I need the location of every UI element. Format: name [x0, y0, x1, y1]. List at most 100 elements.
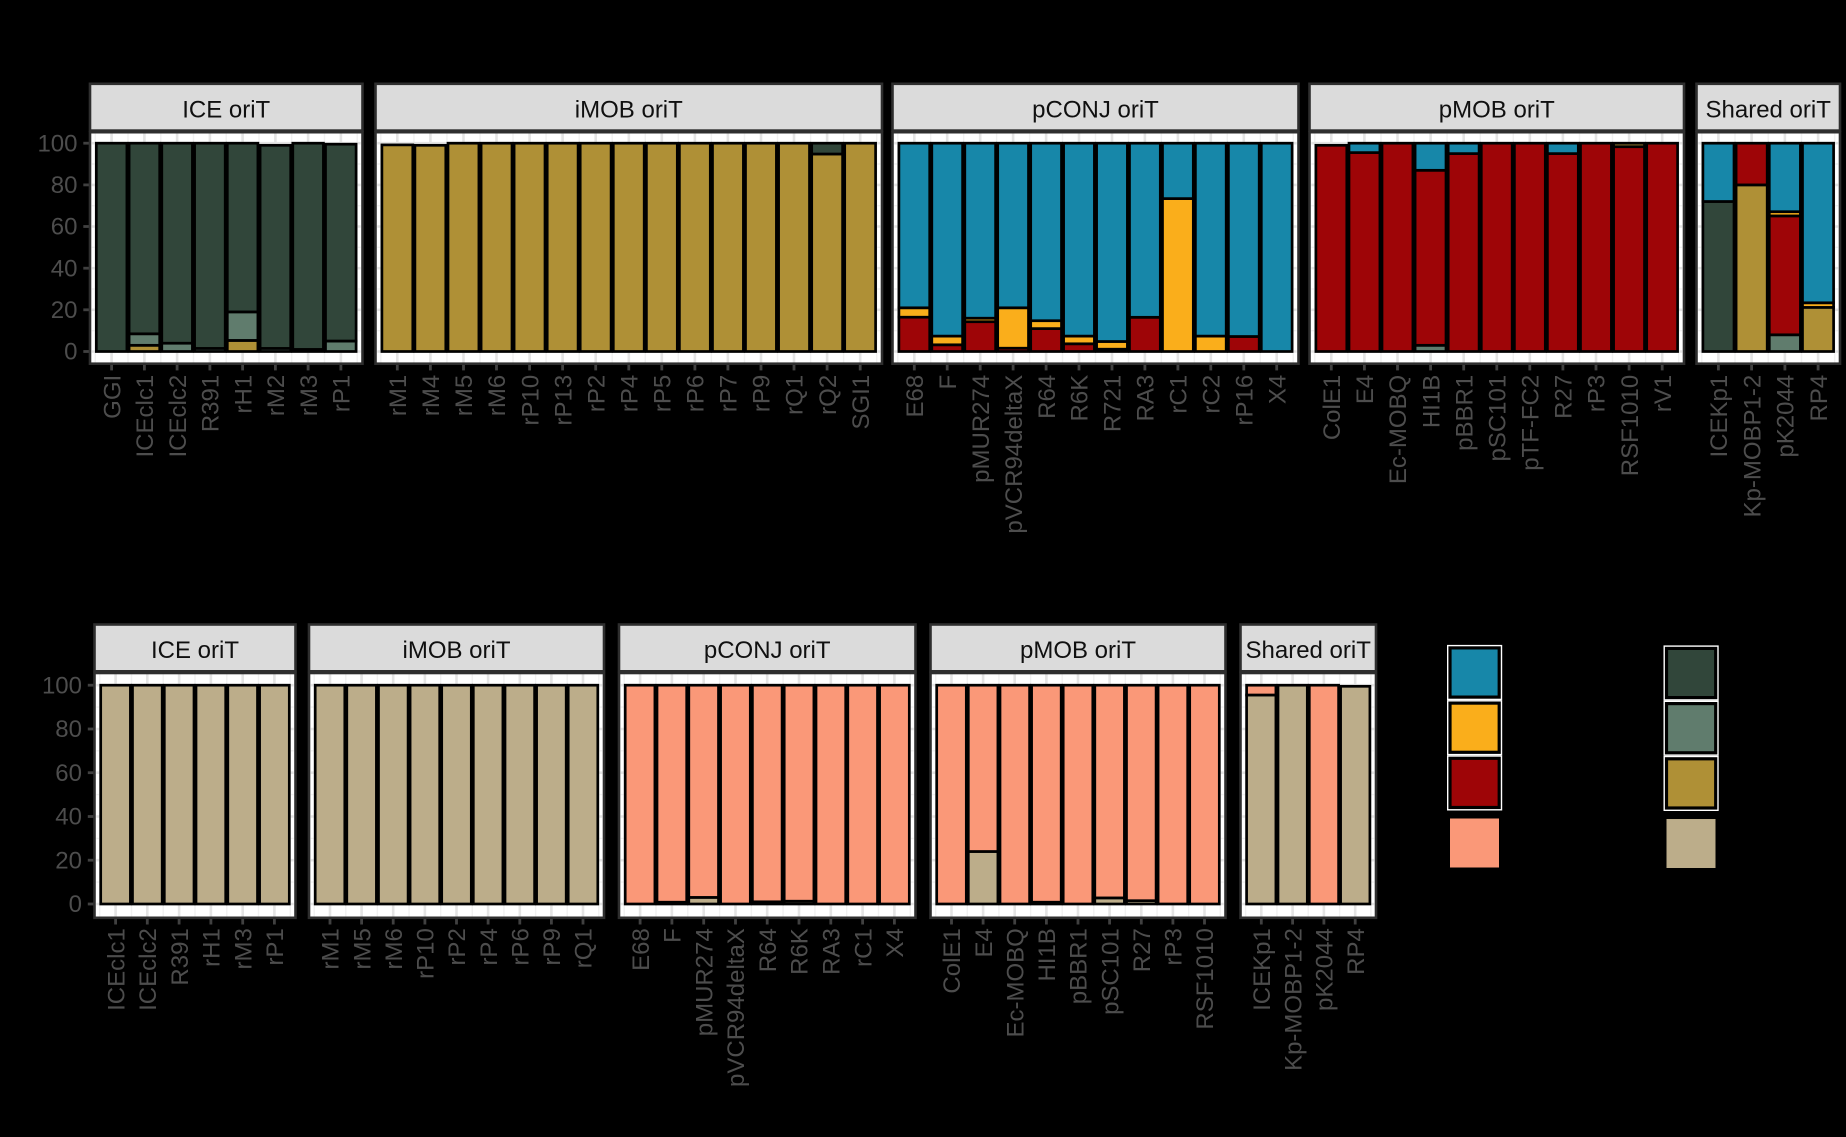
svg-text:ICE oriT: ICE oriT — [182, 97, 270, 124]
svg-text:rH1: rH1 — [199, 928, 226, 967]
svg-text:GGI: GGI — [99, 375, 126, 419]
svg-text:F: F — [660, 928, 687, 943]
svg-text:E4: E4 — [971, 928, 998, 957]
svg-text:RA3: RA3 — [819, 928, 846, 975]
svg-text:SGI1: SGI1 — [848, 375, 875, 430]
svg-text:rP2: rP2 — [583, 375, 610, 412]
svg-text:R6K: R6K — [1067, 375, 1094, 422]
svg-text:rP1: rP1 — [329, 375, 356, 412]
svg-text:20: 20 — [55, 847, 82, 874]
svg-text:rP4: rP4 — [617, 375, 644, 412]
svg-text:rM5: rM5 — [451, 375, 478, 416]
svg-text:rP6: rP6 — [508, 928, 535, 965]
svg-text:rM3: rM3 — [230, 928, 257, 969]
svg-text:rP5: rP5 — [650, 375, 677, 412]
svg-text:Ec-MOBQ: Ec-MOBQ — [1385, 375, 1412, 484]
svg-text:rQ1: rQ1 — [782, 375, 809, 415]
svg-text:F: F — [935, 375, 962, 390]
svg-text:R27: R27 — [1129, 928, 1156, 972]
svg-text:R6K: R6K — [787, 928, 814, 975]
svg-text:rQ1: rQ1 — [571, 928, 598, 968]
svg-text:pMUR274: pMUR274 — [691, 928, 718, 1036]
svg-text:rM3: rM3 — [296, 375, 323, 416]
svg-text:rC1: rC1 — [1166, 375, 1193, 414]
svg-text:rP9: rP9 — [539, 928, 566, 965]
svg-text:Shared oriT: Shared oriT — [1706, 97, 1832, 124]
svg-text:rP10: rP10 — [517, 375, 544, 426]
svg-text:0: 0 — [69, 891, 82, 918]
svg-text:ICEKp1: ICEKp1 — [1249, 928, 1276, 1011]
svg-text:ICEKp1: ICEKp1 — [1706, 375, 1733, 458]
svg-text:rQ2: rQ2 — [815, 375, 842, 415]
svg-text:ICEclc2: ICEclc2 — [135, 928, 162, 1011]
svg-text:R64: R64 — [1034, 375, 1061, 419]
svg-text:20: 20 — [51, 297, 78, 324]
svg-text:rV1: rV1 — [1650, 375, 1677, 412]
svg-text:pBBR1: pBBR1 — [1451, 375, 1478, 451]
svg-text:rP13: rP13 — [550, 375, 577, 426]
svg-text:rC1: rC1 — [850, 928, 877, 967]
svg-text:pCONJ oriT: pCONJ oriT — [1032, 97, 1159, 124]
svg-text:Shared oriT: Shared oriT — [1246, 637, 1372, 664]
svg-text:rM5: rM5 — [349, 928, 376, 969]
svg-text:rP16: rP16 — [1232, 375, 1259, 426]
svg-text:HI1B: HI1B — [1034, 928, 1061, 981]
svg-text:rP6: rP6 — [683, 375, 710, 412]
svg-text:R391: R391 — [167, 928, 194, 985]
svg-text:E68: E68 — [902, 375, 929, 418]
svg-text:Kp-MOBP1-2: Kp-MOBP1-2 — [1280, 928, 1307, 1071]
svg-text:rM4: rM4 — [418, 375, 445, 416]
svg-text:100: 100 — [37, 130, 77, 157]
svg-text:R27: R27 — [1551, 375, 1578, 419]
svg-text:pMOB oriT: pMOB oriT — [1439, 97, 1555, 124]
svg-text:iMOB oriT: iMOB oriT — [403, 637, 511, 664]
svg-text:E68: E68 — [628, 928, 655, 971]
svg-text:pBBR1: pBBR1 — [1066, 928, 1093, 1004]
svg-text:X4: X4 — [1264, 375, 1291, 404]
svg-text:rP4: rP4 — [476, 928, 503, 965]
svg-text:pCONJ oriT: pCONJ oriT — [704, 637, 831, 664]
svg-text:60: 60 — [51, 214, 78, 241]
svg-text:ICEclc1: ICEclc1 — [103, 928, 130, 1011]
svg-text:rP2: rP2 — [444, 928, 471, 965]
svg-text:pMOB oriT: pMOB oriT — [1020, 637, 1136, 664]
svg-text:RA3: RA3 — [1133, 375, 1160, 422]
svg-text:RSF1010: RSF1010 — [1617, 375, 1644, 476]
svg-text:ICEclc1: ICEclc1 — [132, 375, 159, 458]
svg-text:ColE1: ColE1 — [1319, 375, 1346, 440]
svg-text:rP1: rP1 — [262, 928, 289, 965]
svg-text:rP7: rP7 — [716, 375, 743, 412]
svg-text:80: 80 — [55, 716, 82, 743]
svg-text:40: 40 — [55, 804, 82, 831]
svg-text:ColE1: ColE1 — [939, 928, 966, 993]
svg-text:rM2: rM2 — [263, 375, 290, 416]
svg-text:0: 0 — [64, 339, 77, 366]
svg-text:pMUR274: pMUR274 — [968, 375, 995, 483]
svg-text:ICEclc2: ICEclc2 — [165, 375, 192, 458]
svg-text:80: 80 — [51, 172, 78, 199]
svg-text:rM1: rM1 — [318, 928, 345, 969]
svg-text:rP10: rP10 — [413, 928, 440, 979]
svg-text:iMOB oriT: iMOB oriT — [575, 97, 683, 124]
svg-text:HI1B: HI1B — [1418, 375, 1445, 428]
svg-text:pK2044: pK2044 — [1312, 928, 1339, 1011]
svg-text:Kp-MOBP1-2: Kp-MOBP1-2 — [1739, 375, 1766, 518]
svg-text:R64: R64 — [755, 928, 782, 972]
svg-text:pSC101: pSC101 — [1097, 928, 1124, 1015]
svg-text:RP4: RP4 — [1343, 928, 1370, 975]
svg-text:RSF1010: RSF1010 — [1192, 928, 1219, 1029]
svg-text:60: 60 — [55, 760, 82, 787]
svg-text:X4: X4 — [882, 928, 909, 957]
svg-text:rP3: rP3 — [1161, 928, 1188, 965]
svg-text:rM6: rM6 — [381, 928, 408, 969]
svg-text:pVCR94deltaX: pVCR94deltaX — [1001, 375, 1028, 534]
svg-text:rC2: rC2 — [1199, 375, 1226, 414]
svg-text:40: 40 — [51, 255, 78, 282]
svg-text:rH1: rH1 — [230, 375, 257, 414]
svg-text:100: 100 — [42, 672, 82, 699]
svg-text:rM6: rM6 — [484, 375, 511, 416]
svg-text:pSC101: pSC101 — [1485, 375, 1512, 462]
svg-text:R721: R721 — [1100, 375, 1127, 432]
svg-text:pTF-FC2: pTF-FC2 — [1518, 375, 1545, 471]
svg-text:E4: E4 — [1352, 375, 1379, 404]
